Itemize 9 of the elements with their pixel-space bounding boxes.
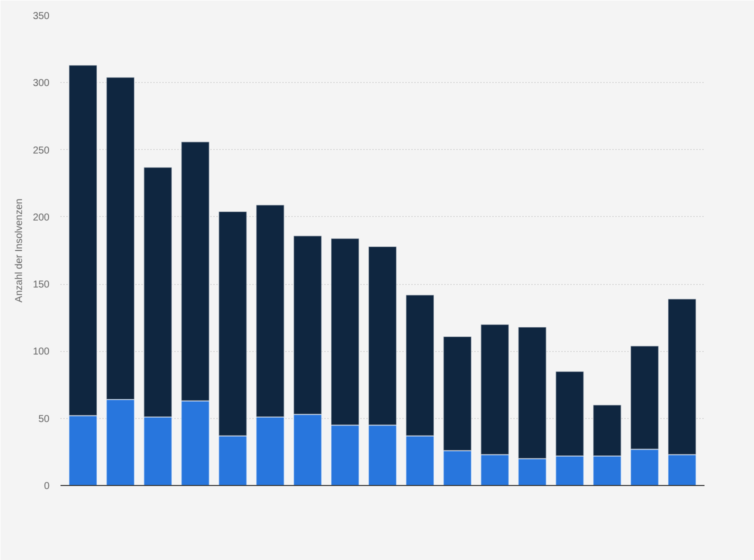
y-tick-label: 200 (32, 212, 50, 224)
y-tick-label: 50 (38, 414, 50, 425)
y-tick-label: 150 (32, 280, 50, 291)
y-tick-label: 0 (44, 481, 50, 492)
y-tick-label: 300 (32, 78, 50, 90)
y-tick-label: 250 (32, 145, 50, 156)
y-tick-label: 350 (32, 11, 50, 22)
y-tick-label: 100 (32, 346, 50, 358)
y-axis-title: Anzahl der Insolvenzen (14, 198, 25, 302)
